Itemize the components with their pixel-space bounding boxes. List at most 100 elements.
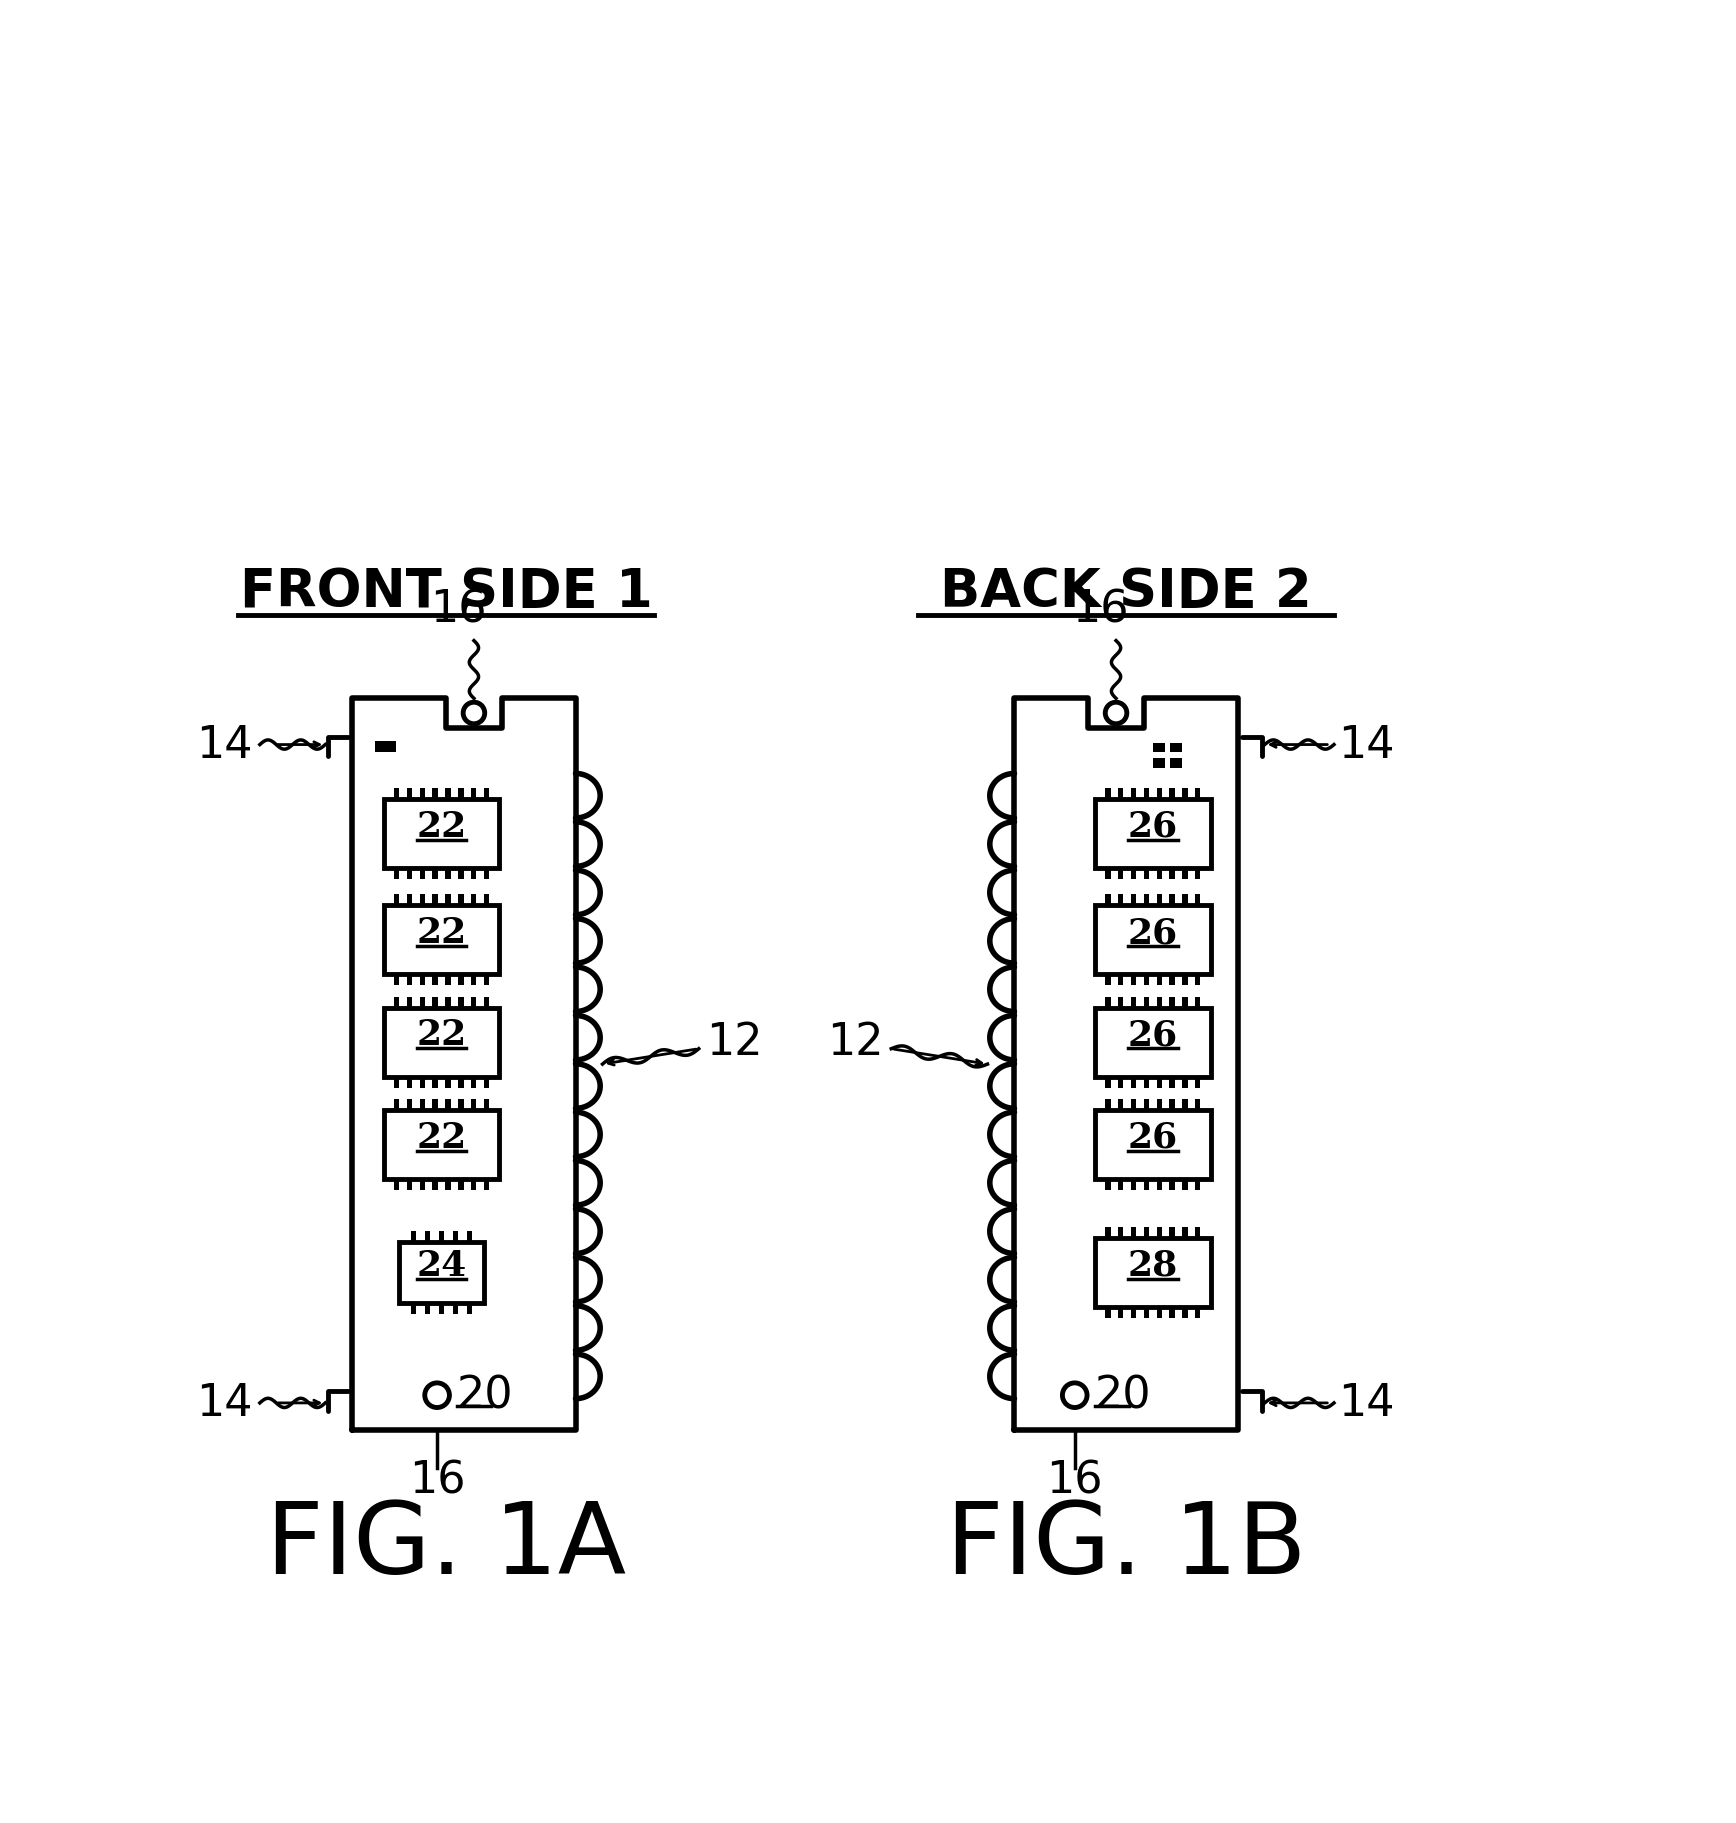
Bar bbox=[1170, 975, 1175, 986]
Bar bbox=[420, 870, 425, 881]
Bar bbox=[432, 975, 437, 986]
Bar bbox=[1194, 975, 1201, 986]
Bar bbox=[1156, 895, 1161, 906]
Bar bbox=[1118, 1307, 1123, 1318]
Bar bbox=[444, 997, 451, 1008]
Bar bbox=[1106, 997, 1111, 1008]
Bar bbox=[484, 1099, 490, 1110]
Bar bbox=[1144, 870, 1149, 881]
Text: 20: 20 bbox=[1095, 1375, 1151, 1416]
Bar bbox=[1194, 1099, 1201, 1110]
Bar bbox=[1130, 789, 1137, 800]
Bar bbox=[1153, 744, 1165, 753]
Text: 14: 14 bbox=[196, 1382, 252, 1424]
Bar bbox=[1156, 870, 1161, 881]
Text: FRONT SIDE 1: FRONT SIDE 1 bbox=[240, 565, 653, 618]
Bar bbox=[1130, 975, 1137, 986]
Bar bbox=[1106, 975, 1111, 986]
Bar bbox=[1118, 870, 1123, 881]
Bar bbox=[1144, 1307, 1149, 1318]
Bar bbox=[406, 997, 411, 1008]
Bar bbox=[1194, 789, 1201, 800]
Bar bbox=[1095, 1238, 1210, 1307]
Bar bbox=[384, 906, 500, 975]
Bar bbox=[470, 1179, 476, 1190]
Bar bbox=[1156, 997, 1161, 1008]
Bar bbox=[1144, 997, 1149, 1008]
Bar bbox=[1182, 997, 1187, 1008]
Bar bbox=[1118, 1077, 1123, 1088]
Text: 16: 16 bbox=[431, 589, 486, 631]
Bar bbox=[406, 1179, 411, 1190]
Bar bbox=[411, 1231, 417, 1241]
Text: 16: 16 bbox=[1047, 1458, 1102, 1502]
Bar bbox=[394, 1077, 399, 1088]
Bar bbox=[1130, 1077, 1137, 1088]
Bar bbox=[1144, 975, 1149, 986]
Bar bbox=[1118, 789, 1123, 800]
Text: 22: 22 bbox=[417, 915, 467, 950]
Bar bbox=[1106, 1307, 1111, 1318]
Text: BACK SIDE 2: BACK SIDE 2 bbox=[941, 565, 1312, 618]
Bar bbox=[484, 789, 490, 800]
Bar bbox=[420, 895, 425, 906]
Bar bbox=[1182, 870, 1187, 881]
Bar bbox=[394, 789, 399, 800]
Bar bbox=[406, 975, 411, 986]
Bar bbox=[1095, 800, 1210, 870]
Bar bbox=[1194, 895, 1201, 906]
Bar bbox=[406, 870, 411, 881]
Text: 26: 26 bbox=[1128, 809, 1179, 844]
Text: 26: 26 bbox=[1128, 915, 1179, 950]
Bar bbox=[1182, 895, 1187, 906]
Bar bbox=[1194, 1179, 1201, 1190]
Bar bbox=[420, 1099, 425, 1110]
Bar bbox=[1156, 1099, 1161, 1110]
Bar bbox=[1118, 895, 1123, 906]
Bar bbox=[420, 975, 425, 986]
Bar bbox=[1182, 1307, 1187, 1318]
Bar bbox=[444, 1179, 451, 1190]
Bar bbox=[1170, 744, 1182, 753]
Bar bbox=[432, 870, 437, 881]
Bar bbox=[432, 895, 437, 906]
Bar bbox=[1156, 1307, 1161, 1318]
Bar bbox=[1153, 758, 1165, 767]
Bar bbox=[458, 975, 464, 986]
Bar bbox=[470, 1077, 476, 1088]
Bar bbox=[411, 1303, 417, 1314]
Text: 12: 12 bbox=[826, 1019, 884, 1063]
Bar bbox=[1182, 789, 1187, 800]
Bar bbox=[1106, 870, 1111, 881]
Bar bbox=[1156, 1227, 1161, 1238]
Bar bbox=[1144, 895, 1149, 906]
Bar bbox=[1170, 758, 1182, 767]
Bar bbox=[425, 1303, 431, 1314]
Bar bbox=[1118, 1099, 1123, 1110]
Bar bbox=[1106, 789, 1111, 800]
Bar bbox=[1095, 1008, 1210, 1077]
Text: FIG. 1A: FIG. 1A bbox=[266, 1497, 627, 1593]
Bar bbox=[484, 1179, 490, 1190]
Bar bbox=[394, 1099, 399, 1110]
Bar bbox=[1118, 1227, 1123, 1238]
Bar bbox=[1170, 895, 1175, 906]
Bar bbox=[394, 997, 399, 1008]
Bar bbox=[1095, 906, 1210, 975]
Bar bbox=[384, 800, 500, 870]
Bar bbox=[1194, 870, 1201, 881]
Text: FIG. 1B: FIG. 1B bbox=[946, 1497, 1305, 1593]
Bar bbox=[420, 1179, 425, 1190]
Bar bbox=[432, 789, 437, 800]
Bar bbox=[1182, 1077, 1187, 1088]
Bar bbox=[420, 789, 425, 800]
Bar bbox=[453, 1303, 458, 1314]
Text: 14: 14 bbox=[1338, 724, 1394, 767]
Text: 22: 22 bbox=[417, 1017, 467, 1052]
Bar bbox=[453, 1231, 458, 1241]
Bar bbox=[1170, 1099, 1175, 1110]
Bar bbox=[444, 1099, 451, 1110]
Bar bbox=[1106, 1227, 1111, 1238]
Bar bbox=[467, 1303, 472, 1314]
Bar bbox=[1130, 870, 1137, 881]
